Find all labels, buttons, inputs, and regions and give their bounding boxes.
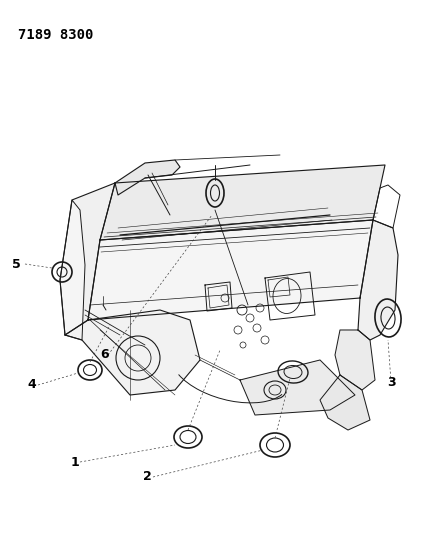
Text: 3: 3: [388, 376, 396, 389]
Text: 1: 1: [71, 456, 79, 469]
Polygon shape: [358, 220, 398, 340]
Polygon shape: [240, 360, 355, 415]
Text: 7189 8300: 7189 8300: [18, 28, 93, 42]
Text: 4: 4: [28, 378, 36, 392]
Polygon shape: [65, 310, 200, 395]
Polygon shape: [60, 200, 85, 340]
Polygon shape: [320, 375, 370, 430]
Polygon shape: [100, 165, 385, 240]
Polygon shape: [115, 160, 180, 195]
Polygon shape: [60, 183, 115, 335]
Polygon shape: [88, 220, 373, 320]
Polygon shape: [335, 330, 375, 390]
Text: 5: 5: [12, 257, 21, 271]
Text: 6: 6: [101, 349, 109, 361]
Text: 2: 2: [143, 471, 152, 483]
